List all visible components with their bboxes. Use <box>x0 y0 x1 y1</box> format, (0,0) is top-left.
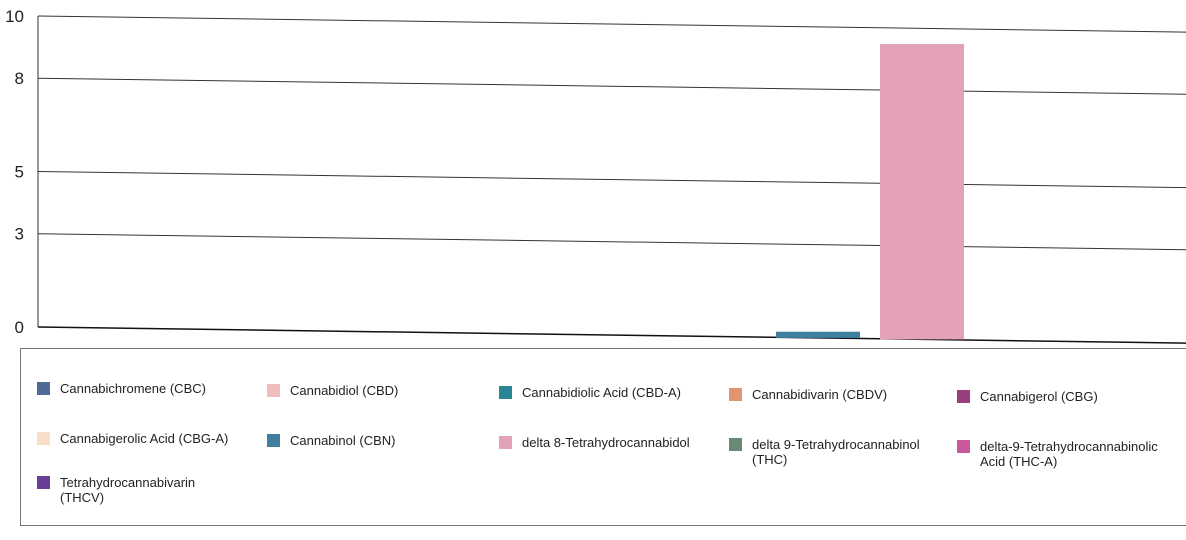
bar-6 <box>776 331 860 338</box>
legend-label: Cannabichromene (CBC) <box>60 381 206 396</box>
legend-swatch <box>499 386 512 399</box>
x-axis-line <box>37 326 1186 344</box>
gridlines <box>37 15 1186 327</box>
legend-swatch <box>729 388 742 401</box>
legend-label: delta-9-Tetrahydrocannabinolic Acid (THC… <box>980 439 1158 469</box>
y-tick-label-3: 3 <box>15 225 24 244</box>
legend-item: Tetrahydrocannabivarin (THCV) <box>37 475 230 505</box>
legend-item: Cannabinol (CBN) <box>267 433 396 448</box>
gridline-3 <box>37 233 1186 251</box>
legend-label: delta 9-Tetrahydrocannabinol (THC) <box>752 437 920 467</box>
legend-swatch <box>37 432 50 445</box>
gridline-10 <box>37 15 1186 33</box>
bars <box>776 43 964 340</box>
legend-swatch <box>957 390 970 403</box>
legend-item: Cannabidivarin (CBDV) <box>729 387 887 402</box>
legend-swatch <box>37 382 50 395</box>
y-tick-label-0: 0 <box>15 318 24 337</box>
legend-swatch <box>267 384 280 397</box>
legend-swatch <box>37 476 50 489</box>
legend-swatch <box>499 436 512 449</box>
legend-label: Cannabidivarin (CBDV) <box>752 387 888 402</box>
legend-label: Cannabigerolic Acid (CBG-A) <box>60 431 229 446</box>
legend-swatch <box>957 440 970 453</box>
legend-item: Cannabidiol (CBD) <box>267 383 398 398</box>
legend-label: Cannabigerol (CBG) <box>980 389 1098 404</box>
legend-label: Cannabidiolic Acid (CBD-A) <box>522 385 681 400</box>
legend-label: Cannabinol (CBN) <box>290 433 396 448</box>
y-tick-label-8: 8 <box>15 69 24 88</box>
gridline-8 <box>37 77 1186 95</box>
legend-item: Cannabichromene (CBC) <box>37 381 206 396</box>
legend-label: delta 8-Tetrahydrocannabidol <box>522 435 690 450</box>
legend-item: delta 9-Tetrahydrocannabinol (THC) <box>729 437 922 467</box>
y-tick-label-5: 5 <box>15 163 24 182</box>
y-tick-label-10: 10 <box>5 7 24 26</box>
legend-item: Cannabidiolic Acid (CBD-A) <box>499 385 681 400</box>
bar-chart: 0 3 5 8 10 <box>5 7 1186 344</box>
legend-label: Cannabidiol (CBD) <box>290 383 399 398</box>
y-axis-tick-labels: 0 3 5 8 10 <box>5 7 24 337</box>
legend-item: Cannabigerolic Acid (CBG-A) <box>37 431 228 446</box>
legend-item: Cannabigerol (CBG) <box>957 389 1098 404</box>
legend-item: delta-9-Tetrahydrocannabinolic Acid (THC… <box>957 439 1180 469</box>
legend-swatch <box>729 438 742 451</box>
legend-label: Tetrahydrocannabivarin (THCV) <box>60 475 196 505</box>
legend-swatch <box>267 434 280 447</box>
legend: Cannabichromene (CBC) Cannabidiol (CBD) Ca… <box>20 348 1186 526</box>
bar-7 <box>880 43 964 340</box>
legend-item: delta 8-Tetrahydrocannabidol <box>499 435 690 450</box>
gridline-5 <box>37 171 1186 189</box>
